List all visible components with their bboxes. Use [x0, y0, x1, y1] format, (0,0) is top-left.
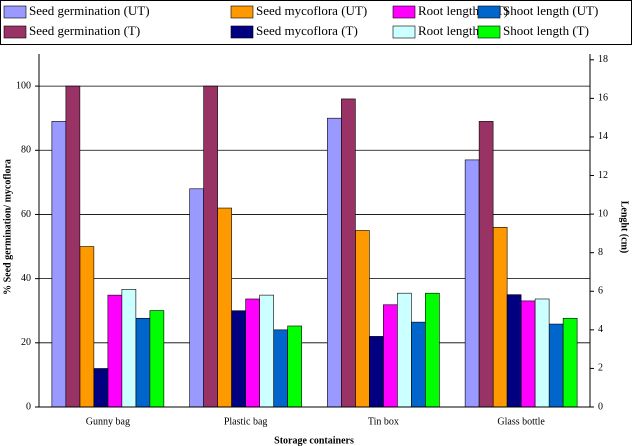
bar	[121, 289, 137, 408]
bar	[203, 85, 218, 408]
y-tick-label: 60	[21, 209, 31, 220]
legend-swatch	[392, 25, 416, 39]
bar	[231, 310, 246, 408]
y-tick-label: 20	[21, 337, 31, 348]
legend-swatch	[477, 5, 501, 19]
bar	[189, 188, 204, 408]
legend-label: Seed germination (UT)	[29, 3, 150, 18]
y-tick-label: 80	[21, 145, 31, 156]
y2-tick-label: 16	[598, 93, 608, 104]
bar	[355, 230, 370, 408]
bar	[520, 300, 536, 408]
y-tick-label: 100	[16, 80, 31, 91]
bar	[107, 294, 123, 408]
bar	[534, 298, 550, 408]
bar	[425, 292, 440, 408]
bar	[506, 294, 522, 408]
bar	[562, 317, 578, 408]
bar	[478, 121, 494, 408]
bar	[341, 98, 356, 408]
legend-label: Seed mycoflora (UT)	[256, 3, 367, 18]
legend-box	[0, 0, 632, 45]
bar	[327, 117, 342, 408]
bar	[65, 85, 81, 408]
legend-label: Shoot length (UT)	[503, 3, 598, 18]
legend-swatch	[3, 25, 27, 39]
legend-swatch	[477, 25, 501, 39]
bar	[93, 368, 109, 408]
bar	[245, 298, 260, 408]
y2-tick-label: 10	[598, 208, 608, 219]
y2-tick-label: 6	[598, 286, 603, 297]
bar	[217, 207, 232, 408]
bar	[79, 246, 95, 408]
legend-swatch	[392, 5, 416, 19]
bar	[135, 317, 151, 408]
y-axis-title: % Seed germination/ mycoflora	[2, 159, 13, 295]
bar	[259, 294, 274, 408]
y2-tick-label: 18	[598, 54, 608, 65]
legend-swatch	[230, 5, 254, 19]
bar	[397, 292, 412, 408]
x-tick-label: Plastic bag	[224, 416, 268, 427]
x-tick-label: Glass bottle	[497, 416, 545, 427]
legend-label: Seed germination (T)	[29, 23, 140, 38]
y2-tick-label: 8	[598, 247, 603, 258]
bar	[369, 336, 384, 408]
bar	[51, 121, 67, 408]
y2-tick-label: 14	[598, 131, 608, 142]
bar	[411, 321, 426, 408]
bar	[287, 325, 302, 408]
legend-label: Seed mycoflora (T)	[256, 23, 358, 38]
y2-tick-label: 2	[598, 363, 603, 374]
legend-swatch	[3, 5, 27, 19]
bar	[464, 159, 480, 408]
legend-label: Shoot length (T)	[503, 23, 589, 38]
y2-tick-label: 4	[598, 324, 603, 335]
bar	[149, 310, 165, 408]
x-tick-label: Tin box	[368, 416, 399, 427]
x-tick-label: Gunny bag	[86, 416, 130, 427]
y-tick-label: 40	[21, 273, 31, 284]
bar	[492, 226, 508, 408]
y2-tick-label: 0	[598, 401, 603, 412]
x-axis-title: Storage containers	[274, 435, 354, 446]
bar	[383, 304, 398, 408]
legend-swatch	[230, 25, 254, 39]
y2-axis-title: Lenght (cm)	[619, 201, 630, 254]
y-tick-label: 0	[26, 401, 31, 412]
bar	[548, 323, 564, 408]
y2-tick-label: 12	[598, 170, 608, 181]
bar	[273, 329, 288, 408]
